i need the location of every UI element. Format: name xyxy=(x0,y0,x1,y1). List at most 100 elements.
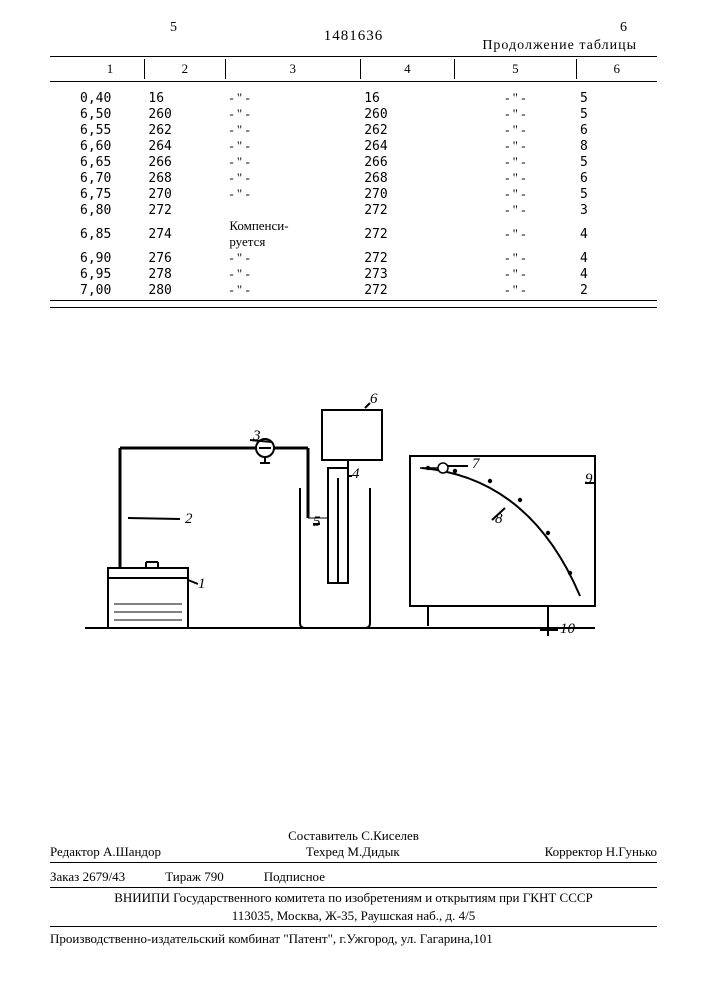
order-label: Заказ xyxy=(50,869,79,884)
svg-text:2: 2 xyxy=(185,511,193,527)
table-cell: 272 xyxy=(360,218,454,250)
table-row: 6,70268- " -268- " -6 xyxy=(50,170,657,186)
table-cell: - " - xyxy=(225,106,360,122)
table-cell: 6,55 xyxy=(50,122,144,138)
table-row: 6,90276- " -272- " -4 xyxy=(50,250,657,266)
tirazh-value: 790 xyxy=(204,869,224,884)
order-value: 2679/43 xyxy=(83,869,126,884)
page: 1481636 5 6 Продолжение таблицы 1 2 3 4 … xyxy=(0,0,707,1000)
table-cell: 274 xyxy=(144,218,225,250)
svg-text:3: 3 xyxy=(252,428,261,444)
table-cell: 266 xyxy=(360,154,454,170)
editor: Редактор А.Шандор xyxy=(50,844,161,860)
table-cell: 16 xyxy=(360,90,454,106)
table-cell: 264 xyxy=(360,138,454,154)
table-cell: 6,90 xyxy=(50,250,144,266)
credits-block: Составитель С.Киселев Редактор А.Шандор … xyxy=(50,828,657,947)
table-row: 6,55262- " -262- " -6 xyxy=(50,122,657,138)
table-cell xyxy=(225,202,360,218)
table-cell: - " - xyxy=(225,266,360,282)
rule xyxy=(50,887,657,888)
table-cell: 5 xyxy=(576,186,657,202)
col-header-5: 5 xyxy=(455,59,576,79)
svg-text:4: 4 xyxy=(352,466,360,482)
table-cell: - " - xyxy=(455,90,576,106)
table-cell: - " - xyxy=(455,186,576,202)
org-line: ВНИИПИ Государственного комитета по изоб… xyxy=(50,890,657,906)
table-cell: - " - xyxy=(455,154,576,170)
svg-text:6: 6 xyxy=(370,391,378,407)
col-header-4: 4 xyxy=(360,59,454,79)
table-cell: 260 xyxy=(144,106,225,122)
table-row: 6,85274Компенси-руется272- " -4 xyxy=(50,218,657,250)
table-cell: 16 xyxy=(144,90,225,106)
table-cell: - " - xyxy=(455,250,576,266)
rule xyxy=(50,307,657,308)
table-cell: - " - xyxy=(225,170,360,186)
table-row: 6,65266- " -266- " -5 xyxy=(50,154,657,170)
table-cell: - " - xyxy=(225,186,360,202)
figure-svg: 12345678910 xyxy=(50,368,610,668)
table-cell: 6,75 xyxy=(50,186,144,202)
table-cell: 4 xyxy=(576,218,657,250)
col-header-2: 2 xyxy=(144,59,225,79)
techred-name: М.Дидык xyxy=(347,844,399,859)
rule xyxy=(50,862,657,863)
table-cell: 5 xyxy=(576,106,657,122)
table-cell: 262 xyxy=(144,122,225,138)
table-cell: 6 xyxy=(576,170,657,186)
table-cell: - " - xyxy=(225,282,360,298)
table-cell: 272 xyxy=(360,202,454,218)
compiler-name: С.Киселев xyxy=(361,828,419,843)
corrector-name: Н.Гунько xyxy=(606,844,657,859)
rule xyxy=(50,926,657,927)
footer-block: Заказ 2679/43 Тираж 790 Подписное ВНИИПИ… xyxy=(50,869,657,947)
svg-text:9: 9 xyxy=(585,471,593,487)
publisher-line: Производственно-издательский комбинат "П… xyxy=(50,931,657,947)
table-cell: - " - xyxy=(455,106,576,122)
table-cell: 6,85 xyxy=(50,218,144,250)
table-cell: 262 xyxy=(360,122,454,138)
data-table: 1 2 3 4 5 6 xyxy=(50,59,657,79)
table-cell: 268 xyxy=(360,170,454,186)
order-line: Заказ 2679/43 Тираж 790 Подписное xyxy=(50,869,657,885)
table-cell: 276 xyxy=(144,250,225,266)
table-cell: - " - xyxy=(455,202,576,218)
table-cell: Компенси-руется xyxy=(225,218,360,250)
table-cell: 260 xyxy=(360,106,454,122)
corrector: Корректор Н.Гунько xyxy=(545,844,657,860)
table-cell: 280 xyxy=(144,282,225,298)
table-cell: - " - xyxy=(455,122,576,138)
col-header-6: 6 xyxy=(576,59,657,79)
table-cell: - " - xyxy=(225,250,360,266)
table-cell: 272 xyxy=(360,250,454,266)
table-cell: 7,00 xyxy=(50,282,144,298)
table-row: 7,00280- " -272- " -2 xyxy=(50,282,657,298)
table-cell: 272 xyxy=(144,202,225,218)
table-cell: 6 xyxy=(576,122,657,138)
addr-line: 113035, Москва, Ж-35, Раушская наб., д. … xyxy=(50,908,657,924)
table-cell: 6,65 xyxy=(50,154,144,170)
table-cell: 264 xyxy=(144,138,225,154)
table-cell: 3 xyxy=(576,202,657,218)
compiler-label: Составитель xyxy=(288,828,358,843)
data-table-body: 0,4016- " -16- " -56,50260- " -260- " -5… xyxy=(50,90,657,298)
table-cell: - " - xyxy=(455,218,576,250)
editor-label: Редактор xyxy=(50,844,100,859)
table-cell: 2 xyxy=(576,282,657,298)
table-row: 6,95278- " -273- " -4 xyxy=(50,266,657,282)
table-row: 6,50260- " -260- " -5 xyxy=(50,106,657,122)
techred: Техред М.Дидык xyxy=(306,844,400,860)
table-cell: - " - xyxy=(455,266,576,282)
table-cell: - " - xyxy=(225,90,360,106)
table-cell: 278 xyxy=(144,266,225,282)
table-cell: 6,60 xyxy=(50,138,144,154)
table-cell: 6,95 xyxy=(50,266,144,282)
table-cell: 272 xyxy=(360,282,454,298)
svg-text:7: 7 xyxy=(472,456,481,472)
table-row: 6,60264- " -264- " -8 xyxy=(50,138,657,154)
table-cell: 4 xyxy=(576,266,657,282)
table-cell: - " - xyxy=(225,138,360,154)
table-cell: 6,80 xyxy=(50,202,144,218)
table-row: 6,80272272- " -3 xyxy=(50,202,657,218)
